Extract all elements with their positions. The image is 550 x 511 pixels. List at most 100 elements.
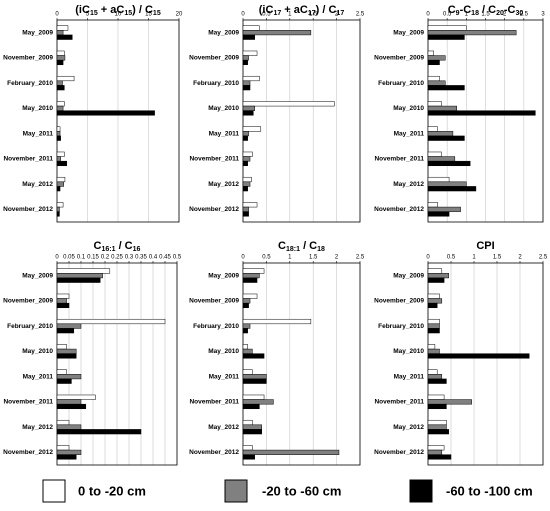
title-part: -C (460, 4, 472, 16)
category-label: May_2012 (208, 181, 239, 188)
x-tick-label: 5 (86, 12, 90, 18)
category-label: May_2011 (23, 373, 54, 380)
title-subscript: 18 (317, 246, 325, 253)
bar (427, 454, 452, 460)
title-subscript: 15 (90, 10, 98, 17)
title-subscript: 17 (336, 10, 344, 17)
bar (427, 131, 454, 137)
bar (427, 445, 445, 451)
plot-frame (56, 262, 178, 466)
bar (56, 50, 65, 56)
bar (56, 34, 73, 40)
bar (427, 403, 447, 410)
category-label: November_2011 (3, 399, 53, 406)
bar (242, 80, 251, 86)
title-part: ) / C (132, 4, 153, 16)
bar (427, 211, 450, 217)
category-label: November_2011 (374, 399, 424, 406)
bar (56, 110, 155, 116)
bar (427, 160, 471, 167)
x-tick-label: 2.5 (539, 255, 548, 261)
title-subscript: 15 (124, 10, 132, 17)
bar (242, 344, 248, 350)
title-part: C (94, 240, 102, 252)
bar (56, 424, 82, 430)
x-tick-label: 0.3 (125, 255, 134, 261)
bar (56, 55, 66, 61)
category-label: February_2010 (378, 80, 424, 87)
bar (427, 419, 447, 426)
bar (242, 454, 255, 460)
bar (427, 323, 440, 329)
category-label: May_2012 (393, 424, 424, 431)
bar (242, 131, 249, 137)
bar (427, 302, 438, 309)
bar (56, 59, 64, 66)
bar (56, 293, 70, 299)
x-tick-label: 0.5 (262, 255, 271, 261)
bar (56, 176, 66, 183)
x-tick-label: 0 (426, 12, 430, 18)
bar (242, 298, 251, 304)
title-subscript: 16:1 (102, 246, 116, 253)
bar (56, 323, 82, 329)
bar (242, 156, 251, 162)
category-label: May_2012 (22, 424, 53, 431)
chart-title: (iC15 + aC15) / C15 (75, 4, 161, 17)
bar (242, 30, 312, 36)
category-label: November_2009 (189, 55, 239, 62)
category-label: November_2012 (3, 449, 53, 456)
x-tick-label: 2 (518, 255, 522, 261)
bar (56, 429, 142, 435)
bar (427, 298, 443, 304)
plot-frame (242, 19, 361, 223)
x-tick-label: 2.5 (356, 255, 365, 261)
x-tick-label: 0.35 (135, 255, 147, 261)
bar (242, 273, 260, 279)
x-tick-label: 2.5 (520, 12, 529, 18)
x-tick-label: 0.45 (159, 255, 171, 261)
title-subscript: 15 (153, 10, 161, 17)
title-subscript: 16 (133, 246, 141, 253)
bar (427, 268, 443, 274)
title-subscript: 17 (273, 10, 281, 17)
title-part: C (448, 4, 456, 16)
bar (427, 176, 450, 183)
category-label: May_2011 (394, 373, 425, 380)
bar (242, 378, 267, 384)
x-tick-label: 0.1 (77, 255, 86, 261)
bar (56, 206, 60, 212)
x-tick-label: 2 (503, 12, 507, 18)
bar (242, 302, 249, 309)
bar (427, 30, 517, 36)
legend-label: -60 to -100 cm (446, 483, 533, 498)
bar (242, 403, 260, 410)
bar (427, 374, 443, 380)
title-part: C (278, 240, 286, 252)
bar (242, 328, 248, 334)
category-label: May_2010 (393, 105, 424, 112)
bar (427, 80, 446, 86)
bar (56, 202, 64, 208)
bar (56, 273, 103, 279)
x-tick-label: 0.15 (87, 255, 99, 261)
bar (242, 318, 312, 325)
category-label: May_2010 (208, 105, 239, 112)
x-tick-label: 0 (55, 255, 59, 261)
title-subscript: 9 (456, 10, 460, 17)
category-label: November_2012 (189, 449, 239, 456)
x-tick-label: 0.2 (101, 255, 110, 261)
category-label: November_2009 (374, 55, 424, 62)
bar (56, 369, 67, 375)
bar (427, 206, 461, 212)
bar (242, 186, 248, 192)
bar (56, 85, 65, 91)
bar (56, 25, 69, 31)
x-tick-label: 0.5 (443, 12, 452, 18)
title-part: + aC (281, 4, 308, 16)
bar (56, 302, 70, 309)
title-part: / C (116, 240, 133, 252)
bar (427, 424, 447, 430)
bar (242, 353, 265, 359)
bar (242, 50, 258, 56)
